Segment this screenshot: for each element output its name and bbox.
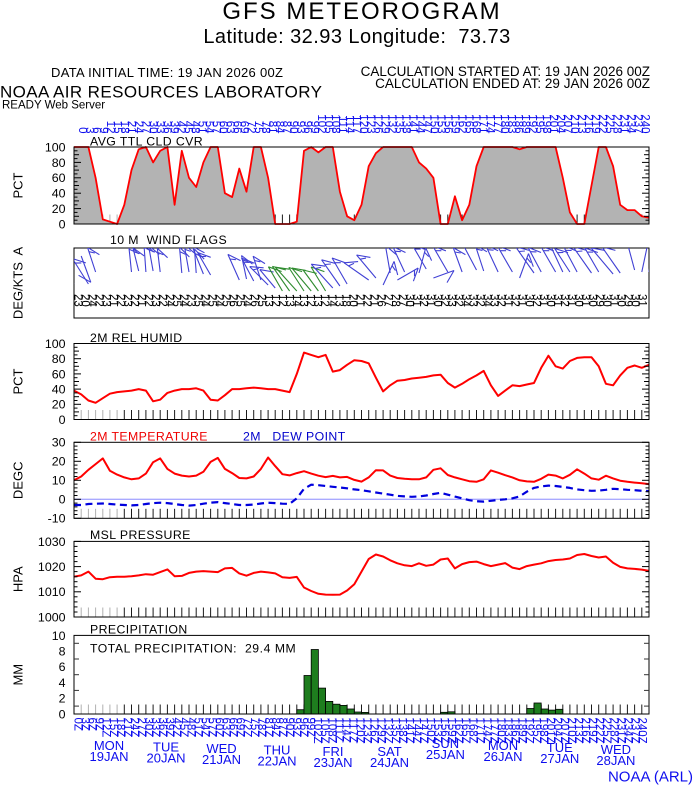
- svg-text:TOTAL PRECIPITATION: 29.4 MM: TOTAL PRECIPITATION: 29.4 MM: [90, 642, 296, 656]
- svg-text:8: 8: [59, 645, 66, 659]
- svg-text:40: 40: [52, 383, 66, 397]
- svg-text:0: 0: [59, 217, 66, 231]
- svg-text:READY Web Server: READY Web Server: [2, 100, 105, 112]
- svg-text:25JAN: 25JAN: [426, 747, 465, 762]
- svg-text:27JAN: 27JAN: [540, 751, 579, 766]
- svg-text:19JAN: 19JAN: [89, 749, 128, 764]
- svg-text:1020: 1020: [38, 560, 66, 574]
- svg-text:100: 100: [45, 337, 66, 351]
- svg-text:22JAN: 22JAN: [257, 754, 296, 769]
- svg-text:DEG/KTS A: DEG/KTS A: [10, 247, 25, 320]
- svg-text:MSL PRESSURE: MSL PRESSURE: [90, 528, 191, 542]
- svg-text:PCT: PCT: [10, 368, 25, 394]
- svg-text:10 M WIND FLAGS: 10 M WIND FLAGS: [110, 233, 227, 247]
- svg-text:MM: MM: [10, 664, 25, 686]
- svg-text:2M TEMPERATURE: 2M TEMPERATURE: [90, 430, 208, 444]
- svg-text:2: 2: [59, 692, 66, 706]
- svg-text:6: 6: [59, 660, 66, 674]
- svg-text:80: 80: [52, 156, 66, 170]
- svg-text:DEGC: DEGC: [10, 462, 25, 500]
- svg-text:26JAN: 26JAN: [483, 749, 522, 764]
- svg-text:HPA: HPA: [10, 566, 25, 592]
- svg-text:2M DEW POINT: 2M DEW POINT: [243, 430, 346, 444]
- svg-text:20: 20: [52, 202, 66, 216]
- svg-text:60: 60: [52, 367, 66, 381]
- svg-text:CALCULATION ENDED AT: 29 JAN 2: CALCULATION ENDED AT: 29 JAN 2026 00Z: [375, 76, 650, 91]
- svg-text:1010: 1010: [38, 585, 66, 599]
- svg-text:30: 30: [52, 436, 66, 450]
- svg-text:Latitude: 32.93 Longitude: 73: Latitude: 32.93 Longitude: 73.73: [203, 26, 510, 48]
- svg-text:2M REL HUMID: 2M REL HUMID: [90, 331, 182, 345]
- svg-text:20: 20: [52, 398, 66, 412]
- svg-text:10: 10: [52, 629, 66, 643]
- svg-text:PCT: PCT: [10, 172, 25, 198]
- svg-text:1000: 1000: [38, 610, 66, 624]
- svg-text:10: 10: [52, 474, 66, 488]
- svg-text:21JAN: 21JAN: [202, 752, 241, 767]
- svg-text:240Z: 240Z: [636, 718, 648, 744]
- svg-text:20: 20: [52, 455, 66, 469]
- svg-text:23JAN: 23JAN: [313, 755, 352, 770]
- svg-text:0: 0: [59, 707, 66, 721]
- svg-text:PRECIPITATION: PRECIPITATION: [90, 623, 188, 637]
- svg-text:DATA INITIAL TIME: 19 JAN 2026: DATA INITIAL TIME: 19 JAN 2026 00Z: [51, 65, 283, 80]
- svg-text:80: 80: [52, 352, 66, 366]
- svg-text:1030: 1030: [38, 535, 66, 549]
- svg-text:NOAA (ARL): NOAA (ARL): [608, 769, 693, 786]
- svg-text:31: 31: [636, 294, 648, 307]
- svg-text:24JAN: 24JAN: [370, 755, 409, 770]
- svg-text:GFS METEOROGRAM: GFS METEOROGRAM: [222, 0, 501, 25]
- svg-text:20JAN: 20JAN: [146, 751, 185, 766]
- svg-text:0: 0: [59, 493, 66, 507]
- svg-text:40: 40: [52, 187, 66, 201]
- svg-text:4: 4: [59, 676, 66, 690]
- svg-text:0: 0: [59, 413, 66, 427]
- svg-text:28JAN: 28JAN: [596, 753, 635, 768]
- svg-text:60: 60: [52, 171, 66, 185]
- svg-text:-10: -10: [48, 512, 66, 526]
- svg-text:100: 100: [45, 140, 66, 154]
- svg-text:240: 240: [638, 114, 650, 133]
